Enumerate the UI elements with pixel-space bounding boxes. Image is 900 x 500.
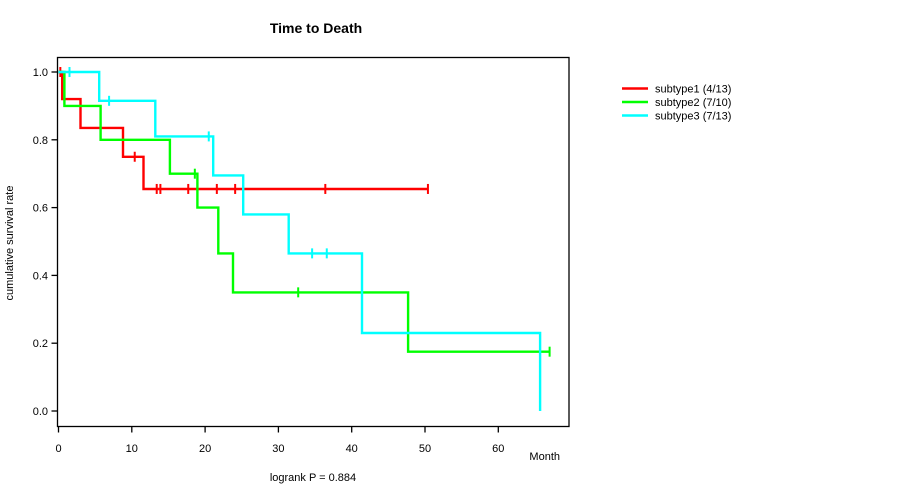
legend-label-subtype3: subtype3 (7/13) — [655, 111, 731, 123]
survival-curves — [58, 67, 551, 411]
x-axis-ticks: 0 10 20 30 40 50 60 — [55, 426, 504, 455]
y-tick-label: 0.4 — [33, 270, 48, 282]
x-tick-label: 30 — [272, 443, 284, 455]
plot-title: Time to Death — [270, 20, 362, 36]
y-tick-label: 1.0 — [33, 67, 48, 79]
x-axis-label: Month — [529, 451, 560, 463]
legend-entry-subtype2: subtype2 (7/10) — [622, 97, 731, 109]
legend-label-subtype1: subtype1 (4/13) — [655, 84, 731, 96]
footnote-logrank: logrank P = 0.884 — [270, 472, 356, 484]
y-tick-label: 0.8 — [33, 135, 48, 147]
survival-curve-subtype2 — [58, 70, 550, 353]
survival-curve-subtype3 — [58, 70, 542, 411]
x-tick-label: 60 — [492, 443, 504, 455]
legend-entry-subtype3: subtype3 (7/13) — [622, 111, 731, 123]
x-tick-label: 20 — [199, 443, 211, 455]
x-tick-label: 40 — [346, 443, 358, 455]
y-axis-ticks: 0.0 0.2 0.4 0.6 0.8 1.0 — [33, 67, 58, 418]
legend-label-subtype2: subtype2 (7/10) — [655, 97, 731, 109]
legend-entry-subtype1: subtype1 (4/13) — [622, 84, 731, 96]
y-tick-label: 0.0 — [33, 406, 48, 418]
y-axis-label: cumulative survival rate — [4, 186, 16, 301]
y-tick-label: 0.2 — [33, 338, 48, 350]
x-tick-label: 0 — [55, 443, 61, 455]
x-tick-label: 50 — [419, 443, 431, 455]
y-tick-label: 0.6 — [33, 203, 48, 215]
legend: subtype1 (4/13)subtype2 (7/10) subtype3 (… — [622, 84, 731, 123]
x-tick-label: 10 — [126, 443, 138, 455]
plot-box — [56, 56, 570, 428]
